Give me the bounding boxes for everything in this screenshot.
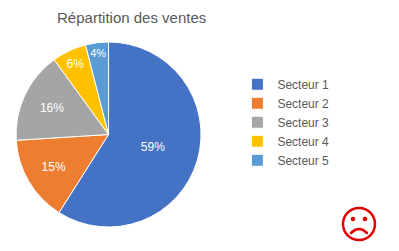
svg-text:15%: 15% xyxy=(42,160,66,174)
svg-text:Secteur 2: Secteur 2 xyxy=(277,97,329,111)
svg-text:Secteur 3: Secteur 3 xyxy=(277,116,329,130)
svg-text:59%: 59% xyxy=(141,140,165,154)
svg-text:Secteur 4: Secteur 4 xyxy=(277,135,329,149)
svg-text:Répartition des ventes: Répartition des ventes xyxy=(57,9,206,26)
svg-text:Secteur 1: Secteur 1 xyxy=(277,78,329,92)
svg-text:4%: 4% xyxy=(90,47,106,59)
svg-text:16%: 16% xyxy=(40,101,64,115)
svg-text:6%: 6% xyxy=(67,57,85,71)
svg-text:Secteur 5: Secteur 5 xyxy=(277,154,329,168)
